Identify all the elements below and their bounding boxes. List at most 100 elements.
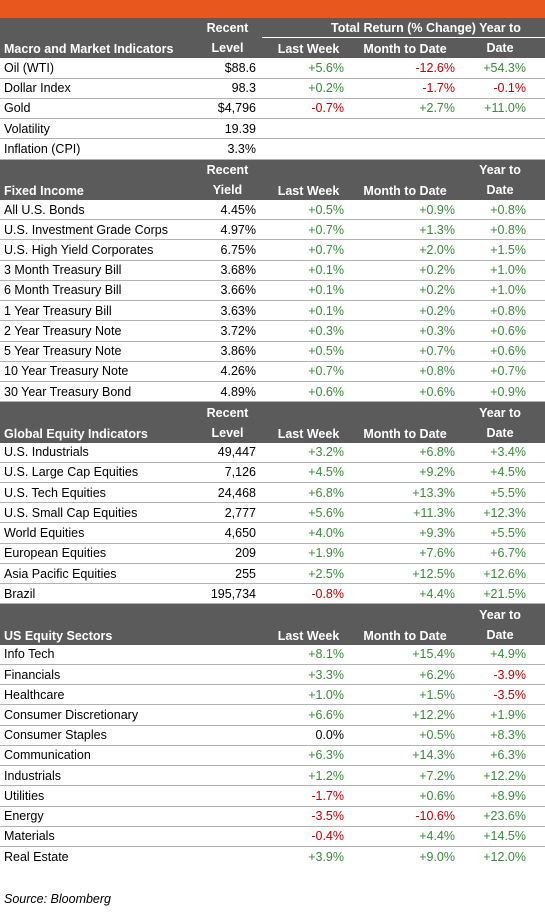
last-week-header: Last Week xyxy=(262,604,355,644)
row-level: 209 xyxy=(235,546,256,561)
year-to-date-header: Year to Date xyxy=(455,402,545,442)
row-last-week: +2.5% xyxy=(308,566,344,581)
row-month-to-date: +2.7% xyxy=(419,101,455,116)
row-month-to-date: -12.6% xyxy=(415,61,455,76)
table-row: 10 Year Treasury Note 4.26% +0.7% +0.8% +0.7… xyxy=(0,362,545,382)
table-row: Info Tech +8.1% +15.4% +4.9% xyxy=(0,645,545,665)
row-name: All U.S. Bonds xyxy=(4,202,85,217)
last-week-header: Last Week xyxy=(262,402,355,442)
row-name: Real Estate xyxy=(4,850,69,865)
row-year-to-date: +12.0% xyxy=(483,850,526,865)
table-row: U.S. Large Cap Equities 7,126 +4.5% +9.2% +4… xyxy=(0,463,545,484)
row-last-week: +6.3% xyxy=(308,748,344,763)
year-to-date-header: Year to Date xyxy=(455,160,545,200)
row-name: U.S. Investment Grade Corps xyxy=(4,222,168,237)
row-name: European Equities xyxy=(4,546,107,561)
row-month-to-date: +0.3% xyxy=(419,323,455,338)
row-year-to-date: +0.8% xyxy=(490,303,526,318)
table-row: Inflation (CPI) 3.3% xyxy=(0,139,545,160)
last-week-label: Last Week xyxy=(277,426,340,441)
table-row: Financials +3.3% +6.2% -3.9% xyxy=(0,665,545,686)
row-year-to-date: +4.9% xyxy=(490,647,526,662)
row-level: $88.6 xyxy=(224,61,256,76)
row-year-to-date: -3.5% xyxy=(493,687,526,702)
row-month-to-date: -1.7% xyxy=(422,81,455,96)
row-month-to-date: +0.2% xyxy=(419,263,455,278)
last-week-header: Last Week xyxy=(262,160,355,200)
row-last-week: +8.1% xyxy=(308,647,344,662)
section-title: Macro and Market Indicators xyxy=(4,42,174,57)
table-row: Asia Pacific Equities 255 +2.5% +12.5% +12.6… xyxy=(0,564,545,585)
total-return-header: Total Return (% Change) xyxy=(262,18,545,39)
row-name: Healthcare xyxy=(4,687,65,702)
table-row: U.S. Investment Grade Corps 4.97% +0.7% +1.… xyxy=(0,220,545,241)
level-header-line: Level xyxy=(211,41,244,56)
table-row: Consumer Discretionary +6.6% +12.2% +1.9% xyxy=(0,705,545,726)
row-last-week: -0.7% xyxy=(311,101,344,116)
row-last-week: +0.1% xyxy=(308,283,344,298)
table-row: Materials -0.4% +4.4% +14.5% xyxy=(0,827,545,847)
row-year-to-date: +8.9% xyxy=(490,788,526,803)
row-level: 98.3 xyxy=(231,81,256,96)
row-name: Materials xyxy=(4,829,55,844)
row-month-to-date: +0.2% xyxy=(419,283,455,298)
row-name: 5 Year Treasury Note xyxy=(4,344,122,359)
table-row: 30 Year Treasury Bond 4.89% +0.6% +0.6% +0.9… xyxy=(0,382,545,403)
row-last-week: +3.3% xyxy=(308,667,344,682)
returns-table: Total Return (% Change) Macro and Market … xyxy=(0,18,545,867)
table-row: Energy -3.5% -10.6% +23.6% xyxy=(0,807,545,827)
row-level: 4.26% xyxy=(220,364,256,379)
level-header-line: Recent xyxy=(206,21,249,36)
month-to-date-label: Month to Date xyxy=(363,42,447,57)
row-name: 10 Year Treasury Note xyxy=(4,364,129,379)
year-to-date-line: Year to xyxy=(479,607,521,622)
table-row: Consumer Staples 0.0% +0.5% +8.3% xyxy=(0,726,545,746)
month-to-date-header: Month to Date xyxy=(355,604,455,644)
year-to-date-line: Date xyxy=(486,425,514,440)
section-header: Fixed Income Recent Yield Last Week Month to… xyxy=(0,159,545,200)
row-name: U.S. Tech Equities xyxy=(4,485,106,500)
table-row: Dollar Index 98.3 +0.2% -1.7% -0.1% xyxy=(0,79,545,99)
row-year-to-date: -3.9% xyxy=(493,667,526,682)
row-last-week: -1.7% xyxy=(311,788,344,803)
row-year-to-date: +0.8% xyxy=(490,202,526,217)
last-week-label: Last Week xyxy=(277,42,340,57)
row-last-week: +0.2% xyxy=(308,81,344,96)
table-row: Communication +6.3% +14.3% +6.3% xyxy=(0,746,545,767)
section-title: Fixed Income xyxy=(4,183,84,198)
level-header-line: Recent xyxy=(206,162,249,177)
row-level: 19.39 xyxy=(224,121,256,136)
row-name: U.S. Small Cap Equities xyxy=(4,505,138,520)
row-month-to-date: +7.2% xyxy=(419,768,455,783)
row-name: U.S. Large Cap Equities xyxy=(4,465,139,480)
row-month-to-date: +1.5% xyxy=(419,687,455,702)
row-month-to-date: +9.3% xyxy=(419,526,455,541)
row-month-to-date: +6.8% xyxy=(419,445,455,460)
table-row: Utilities -1.7% +0.6% +8.9% xyxy=(0,786,545,807)
row-name: U.S. High Yield Corporates xyxy=(4,243,154,258)
section-title: US Equity Sectors xyxy=(4,628,113,643)
row-last-week: 0.0% xyxy=(315,728,345,743)
row-name: Energy xyxy=(4,809,44,824)
section-header: Global Equity Indicators Recent Level Last … xyxy=(0,402,545,443)
table-row: Volatility 19.39 xyxy=(0,119,545,140)
level-header-line: Recent xyxy=(206,405,249,420)
year-to-date-line: Year to xyxy=(479,162,521,177)
row-month-to-date: +13.3% xyxy=(412,485,455,500)
table-row: Gold $4,796 -0.7% +2.7% +11.0% xyxy=(0,99,545,120)
row-last-week: -0.8% xyxy=(311,586,344,601)
month-to-date-label: Month to Date xyxy=(363,628,447,643)
row-level: 7,126 xyxy=(224,465,256,480)
table-row: Real Estate +3.9% +9.0% +12.0% xyxy=(0,847,545,867)
row-level: 2,777 xyxy=(224,505,256,520)
row-year-to-date: +12.2% xyxy=(483,768,526,783)
row-month-to-date: +9.2% xyxy=(419,465,455,480)
table-row: Brazil 195,734 -0.8% +4.4% +21.5% xyxy=(0,584,545,605)
row-year-to-date: +12.3% xyxy=(483,505,526,520)
table-row: All U.S. Bonds 4.45% +0.5% +0.9% +0.8% xyxy=(0,200,545,221)
row-month-to-date: +9.0% xyxy=(419,850,455,865)
row-name: Info Tech xyxy=(4,647,55,662)
year-to-date-line: Date xyxy=(486,41,514,56)
row-month-to-date: +0.6% xyxy=(419,788,455,803)
table-row: U.S. High Yield Corporates 6.75% +0.7% +2.0… xyxy=(0,240,545,261)
